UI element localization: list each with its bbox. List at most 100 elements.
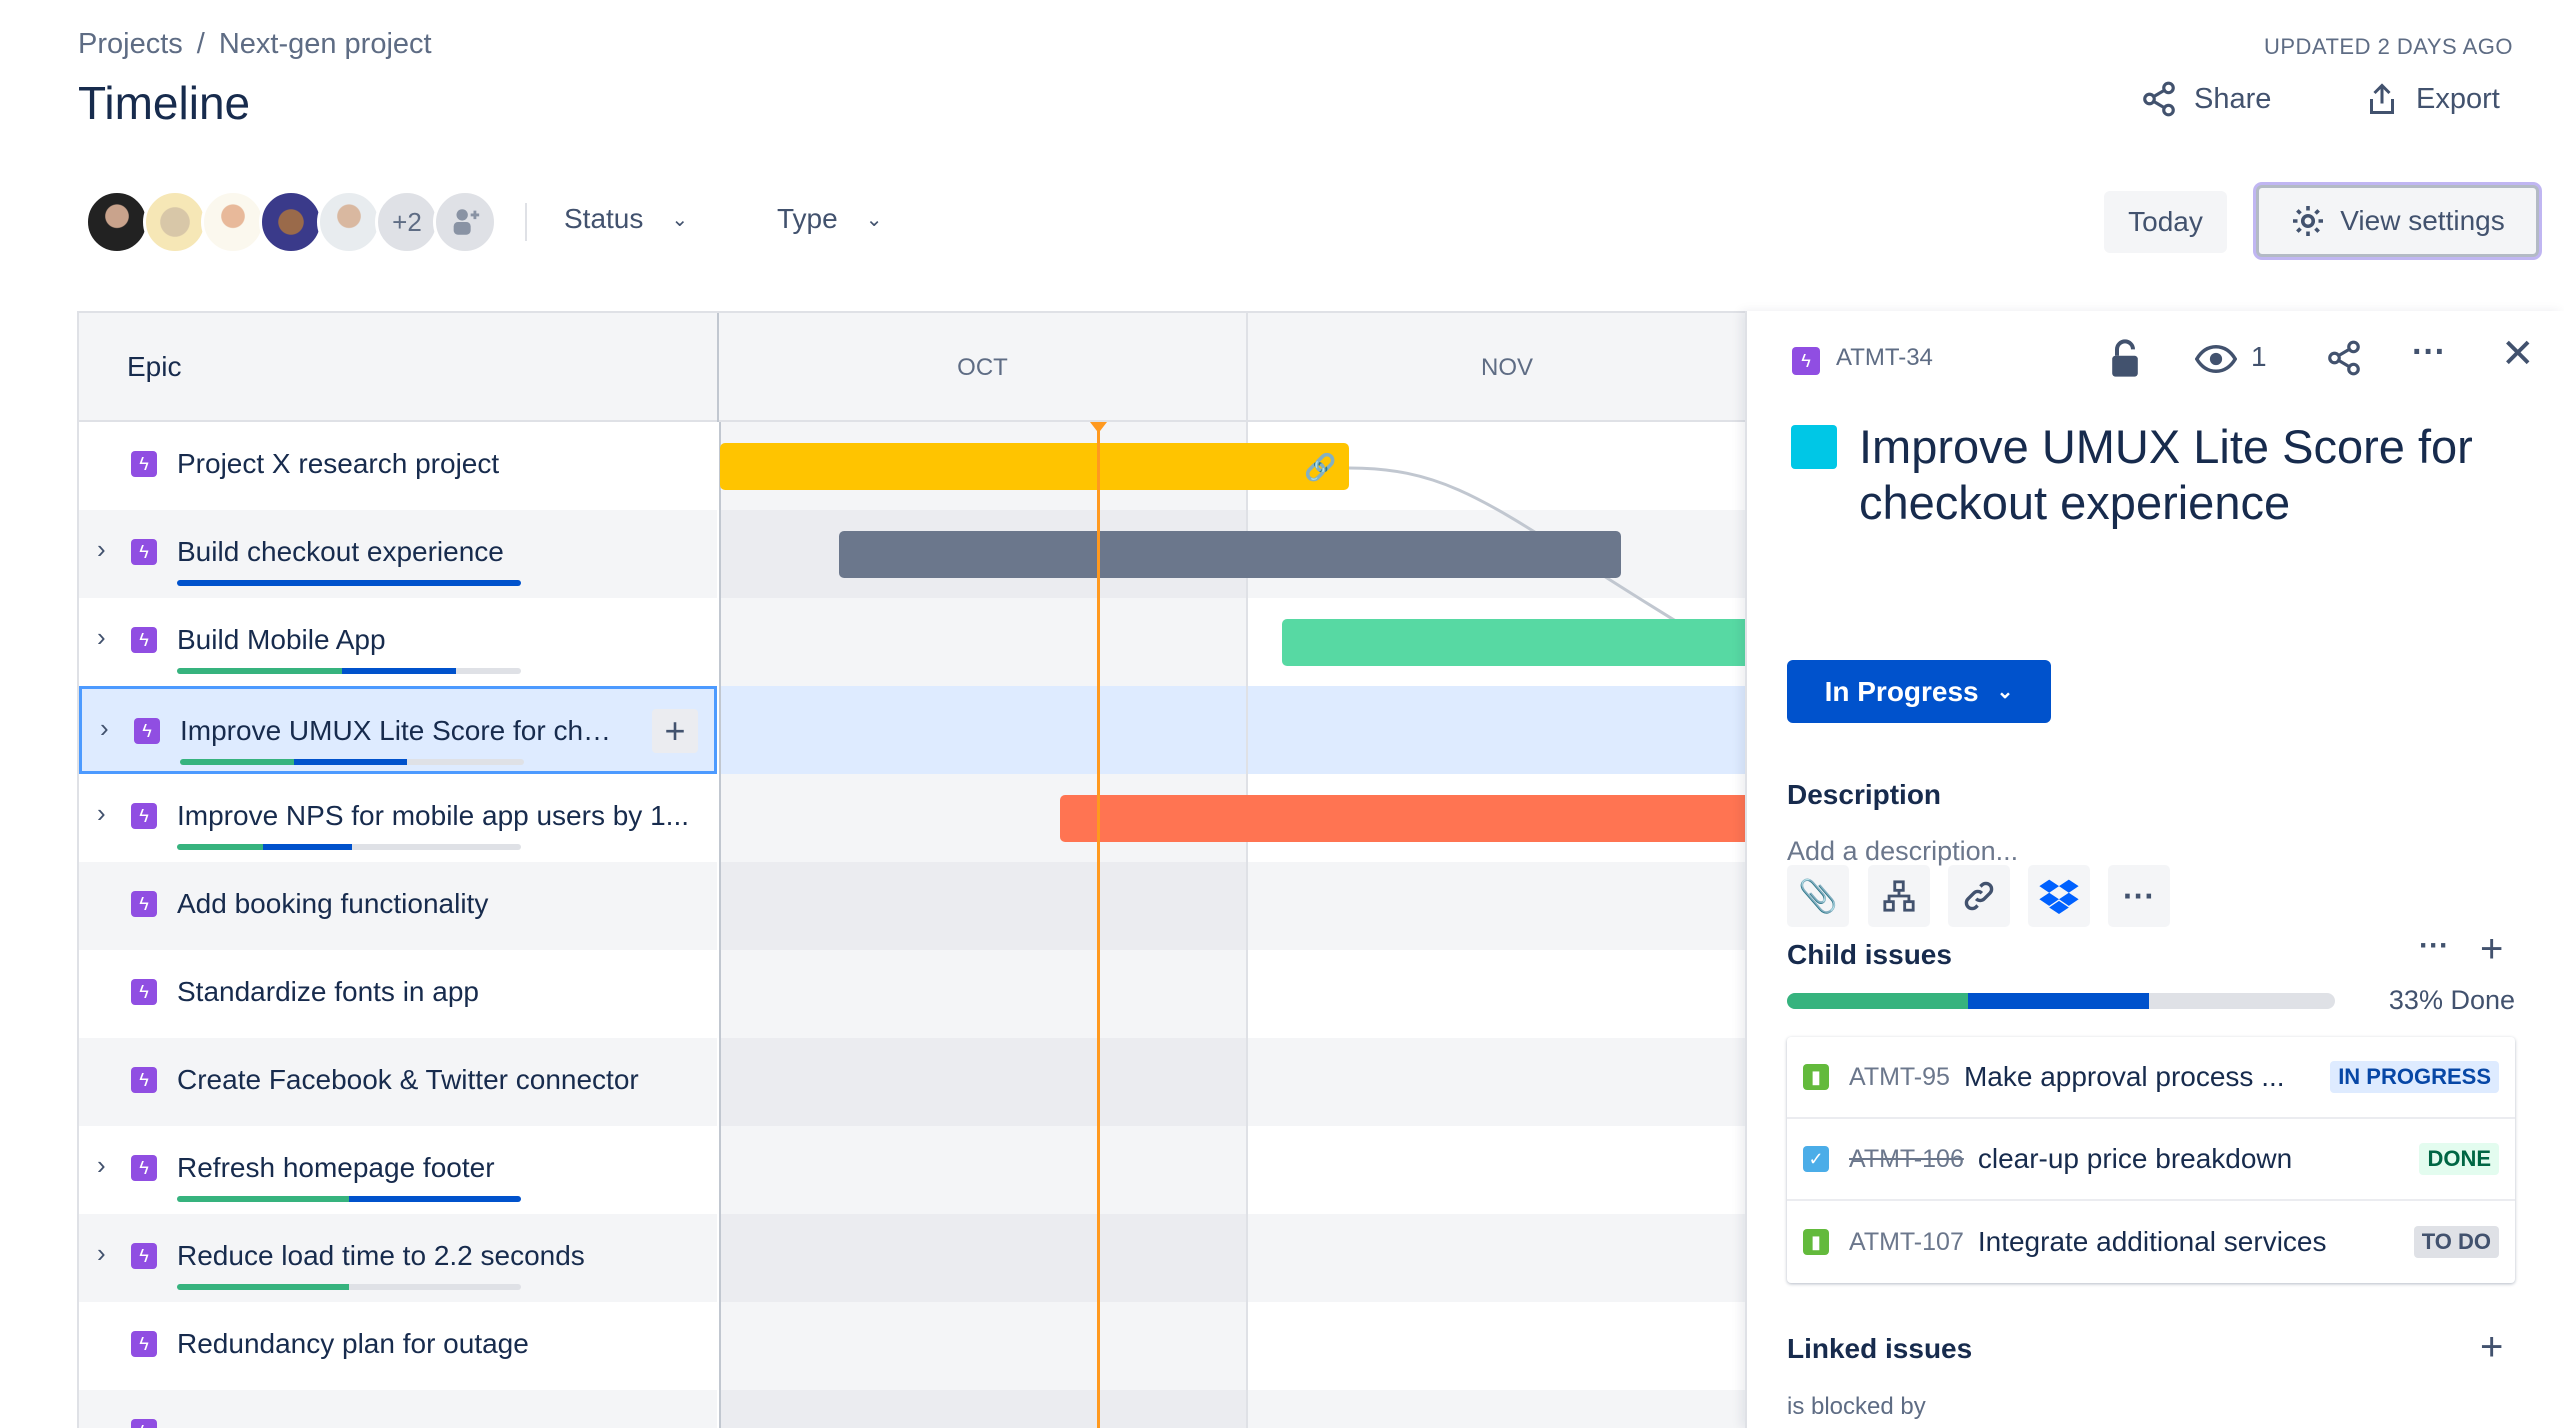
epic-cell[interactable]: › ϟ Refresh homepage footer	[79, 1126, 717, 1214]
child-issue-key[interactable]: ATMT-107	[1849, 1227, 1964, 1256]
epic-cell[interactable]: › ϟ Improve NPS for mobile app users by 1.…	[79, 774, 717, 862]
today-button[interactable]: Today	[2104, 191, 2227, 253]
child-more-icon[interactable]: ···	[2419, 929, 2449, 962]
child-issue-list: ▮ ATMT-95 Make approval process ... IN P…	[1787, 1037, 2515, 1283]
month-header-nov: NOV	[1246, 313, 1745, 422]
child-issue-row[interactable]: ✓ ATMT-106 clear-up price breakdown DONE	[1787, 1119, 2515, 1201]
avatar[interactable]	[201, 190, 265, 254]
epic-icon: ϟ	[1792, 347, 1820, 375]
type-filter[interactable]: Type ⌄	[777, 203, 882, 235]
epic-icon: ϟ	[131, 803, 157, 829]
more-actions-icon[interactable]: ···	[2108, 865, 2170, 927]
avatar[interactable]	[317, 190, 381, 254]
avatar[interactable]	[85, 190, 149, 254]
progress-in-progress	[349, 1196, 521, 1202]
add-linked-issue-icon[interactable]: +	[2480, 1325, 2504, 1369]
epic-icon: ϟ	[131, 1067, 157, 1093]
epic-cell[interactable]: ϟ Create Facebook & Twitter connector	[79, 1038, 717, 1126]
child-issue-key[interactable]: ATMT-106	[1849, 1144, 1964, 1173]
view-settings-button[interactable]: View settings	[2256, 185, 2539, 257]
child-issue-row[interactable]: ▮ ATMT-107 Integrate additional services…	[1787, 1201, 2515, 1283]
child-issue-summary[interactable]: Integrate additional services	[1977, 1226, 2327, 1257]
add-child-button[interactable]: +	[652, 709, 698, 753]
timeline-cell	[1246, 1126, 1745, 1214]
watch-icon[interactable]	[2195, 343, 2237, 375]
epic-row[interactable]: ϟ Add booking functionality	[79, 862, 1745, 950]
issue-title[interactable]: Improve UMUX Lite Score for checkout expe…	[1859, 419, 2473, 531]
epic-icon: ϟ	[131, 451, 157, 477]
epic-cell[interactable]: › ϟ Improve UMUX Lite Score for che... +	[79, 686, 717, 774]
issue-color-swatch[interactable]	[1791, 425, 1837, 469]
epic-cell[interactable]: ϟ Redundancy plan for outage	[79, 1302, 717, 1390]
status-dropdown[interactable]: In Progress ⌄	[1787, 660, 2051, 723]
epic-icon: ϟ	[131, 539, 157, 565]
timeline-cell	[719, 1126, 1246, 1214]
chevron-right-icon[interactable]: ›	[97, 1150, 106, 1180]
epic-row[interactable]: ϟ	[79, 1390, 1745, 1428]
issue-key[interactable]: ATMT-34	[1836, 344, 1933, 371]
epic-cell[interactable]: ϟ	[79, 1390, 717, 1428]
close-icon[interactable]: ✕	[2501, 332, 2535, 376]
add-people-icon[interactable]	[433, 190, 497, 254]
chevron-down-icon: ⌄	[671, 208, 689, 231]
description-input[interactable]: Add a description...	[1787, 836, 2019, 866]
month-header-oct: OCT	[717, 313, 1246, 422]
watcher-count: 1	[2251, 341, 2267, 372]
avatar[interactable]	[143, 190, 207, 254]
child-issue-summary[interactable]: Make approval process ...	[1963, 1061, 2285, 1092]
epic-bar[interactable]	[839, 531, 1621, 578]
status-filter[interactable]: Status ⌄	[564, 203, 688, 235]
epic-progress-bar	[177, 580, 521, 586]
link-icon[interactable]	[1948, 865, 2010, 927]
epic-row[interactable]: ϟ Standardize fonts in app	[79, 950, 1745, 1038]
epic-bar[interactable]	[1060, 795, 1745, 842]
epic-row[interactable]: ϟ Redundancy plan for outage	[79, 1302, 1745, 1390]
link-icon[interactable]: 🔗	[1304, 451, 1336, 483]
child-issue-key[interactable]: ATMT-95	[1849, 1062, 1950, 1091]
epic-icon: ϟ	[131, 1243, 157, 1269]
epic-cell[interactable]: › ϟ Build Mobile App	[79, 598, 717, 686]
epic-cell[interactable]: › ϟ Reduce load time to 2.2 seconds	[79, 1214, 717, 1302]
dependency-line[interactable]	[1348, 466, 1680, 625]
child-issue-row[interactable]: ▮ ATMT-95 Make approval process ... IN P…	[1787, 1037, 2515, 1119]
chevron-right-icon[interactable]: ›	[100, 713, 109, 743]
share-icon[interactable]	[2325, 339, 2363, 377]
type-filter-label: Type	[777, 203, 838, 234]
breadcrumb-project[interactable]: Next-gen project	[218, 28, 432, 60]
share-icon	[2143, 81, 2175, 117]
epic-bar[interactable]	[720, 443, 1349, 490]
epic-cell[interactable]: ϟ Project X research project	[79, 422, 717, 510]
export-button[interactable]: Export	[2364, 80, 2500, 118]
epic-bar[interactable]	[1282, 619, 1745, 666]
chevron-right-icon[interactable]: ›	[97, 1238, 106, 1268]
epic-cell[interactable]: ϟ Add booking functionality	[79, 862, 717, 950]
chevron-right-icon[interactable]: ›	[97, 798, 106, 828]
epic-row[interactable]: › ϟ Build checkout experience	[79, 510, 1745, 598]
child-issue-summary[interactable]: clear-up price breakdown	[1977, 1143, 2293, 1174]
child-issues-heading: Child issues	[1787, 939, 1952, 970]
epic-row[interactable]: › ϟ Improve UMUX Lite Score for che... +	[79, 686, 1745, 774]
more-icon[interactable]: ···	[2412, 333, 2446, 371]
epic-row[interactable]: › ϟ Reduce load time to 2.2 seconds	[79, 1214, 1745, 1302]
share-label: Share	[2194, 82, 2272, 115]
avatar-overflow[interactable]: +2	[375, 190, 439, 254]
chevron-right-icon[interactable]: ›	[97, 534, 106, 564]
child-issue-icon[interactable]	[1868, 865, 1930, 927]
breadcrumb-projects[interactable]: Projects	[78, 28, 183, 60]
chevron-right-icon[interactable]: ›	[97, 622, 106, 652]
epic-icon: ϟ	[131, 979, 157, 1005]
epic-cell[interactable]: › ϟ Build checkout experience	[79, 510, 717, 598]
attachment-icon[interactable]: 📎	[1787, 865, 1849, 927]
lock-icon[interactable]	[2109, 339, 2141, 379]
child-progress-bar	[1787, 993, 2335, 1009]
epic-row[interactable]: › ϟ Refresh homepage footer	[79, 1126, 1745, 1214]
add-child-icon[interactable]: +	[2480, 927, 2504, 971]
status-label: In Progress	[1824, 675, 1979, 707]
share-button[interactable]: Share	[2140, 80, 2271, 118]
epic-cell[interactable]: ϟ Standardize fonts in app	[79, 950, 717, 1038]
epic-row[interactable]: ϟ Create Facebook & Twitter connector	[79, 1038, 1745, 1126]
avatar[interactable]	[259, 190, 323, 254]
chevron-down-icon: ⌄	[1996, 681, 2014, 703]
dropbox-icon[interactable]	[2028, 865, 2090, 927]
page-title: Timeline	[78, 77, 251, 129]
